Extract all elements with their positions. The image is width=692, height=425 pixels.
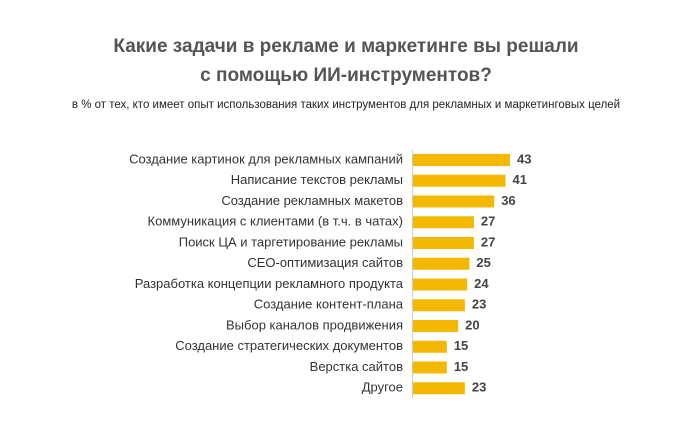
bar	[413, 154, 510, 166]
bar	[413, 361, 447, 374]
bar	[413, 257, 470, 270]
category-label: Создание контент-плана	[254, 297, 404, 312]
value-label: 43	[517, 151, 531, 166]
value-label: 25	[476, 255, 490, 270]
value-label: 27	[481, 234, 495, 249]
category-label: Поиск ЦА и таргетирование рекламы	[179, 234, 403, 249]
value-label: 27	[481, 214, 495, 229]
bar	[413, 320, 459, 332]
bar	[413, 216, 474, 229]
value-label: 20	[465, 317, 479, 332]
value-label: 15	[454, 338, 468, 353]
category-label: Другое	[362, 380, 403, 395]
bar	[413, 237, 474, 249]
category-label: Создание стратегических документов	[175, 338, 403, 353]
value-label: 24	[474, 276, 489, 291]
value-label: 15	[454, 359, 468, 374]
category-label: Написание текстов рекламы	[231, 172, 403, 187]
category-label: Создание рекламных макетов	[221, 193, 403, 208]
chart-title: Какие задачи в рекламе и маркетинге вы р…	[113, 36, 578, 57]
chart-subtitle: в % от тех, кто имеет опыт использования…	[72, 99, 620, 111]
bar	[413, 382, 465, 395]
category-label: Разработка концепции рекламного продукта	[135, 276, 404, 291]
value-label: 36	[501, 193, 515, 208]
category-label: Верстка сайтов	[310, 359, 403, 374]
bar	[413, 174, 506, 187]
bar	[413, 340, 447, 353]
category-label: Создание картинок для рекламных кампаний	[129, 151, 403, 166]
bar	[413, 278, 468, 291]
value-label: 23	[472, 380, 486, 395]
category-label: Коммуникация с клиентами (в т.ч. в чатах…	[148, 214, 403, 229]
bar	[413, 299, 465, 312]
chart-title: с помощью ИИ-инструментов?	[200, 65, 492, 86]
value-label: 41	[512, 172, 526, 187]
category-label: СЕО-оптимизация сайтов	[247, 255, 403, 270]
category-label: Выбор каналов продвижения	[226, 317, 403, 332]
bar	[413, 195, 495, 208]
value-label: 23	[472, 297, 486, 312]
